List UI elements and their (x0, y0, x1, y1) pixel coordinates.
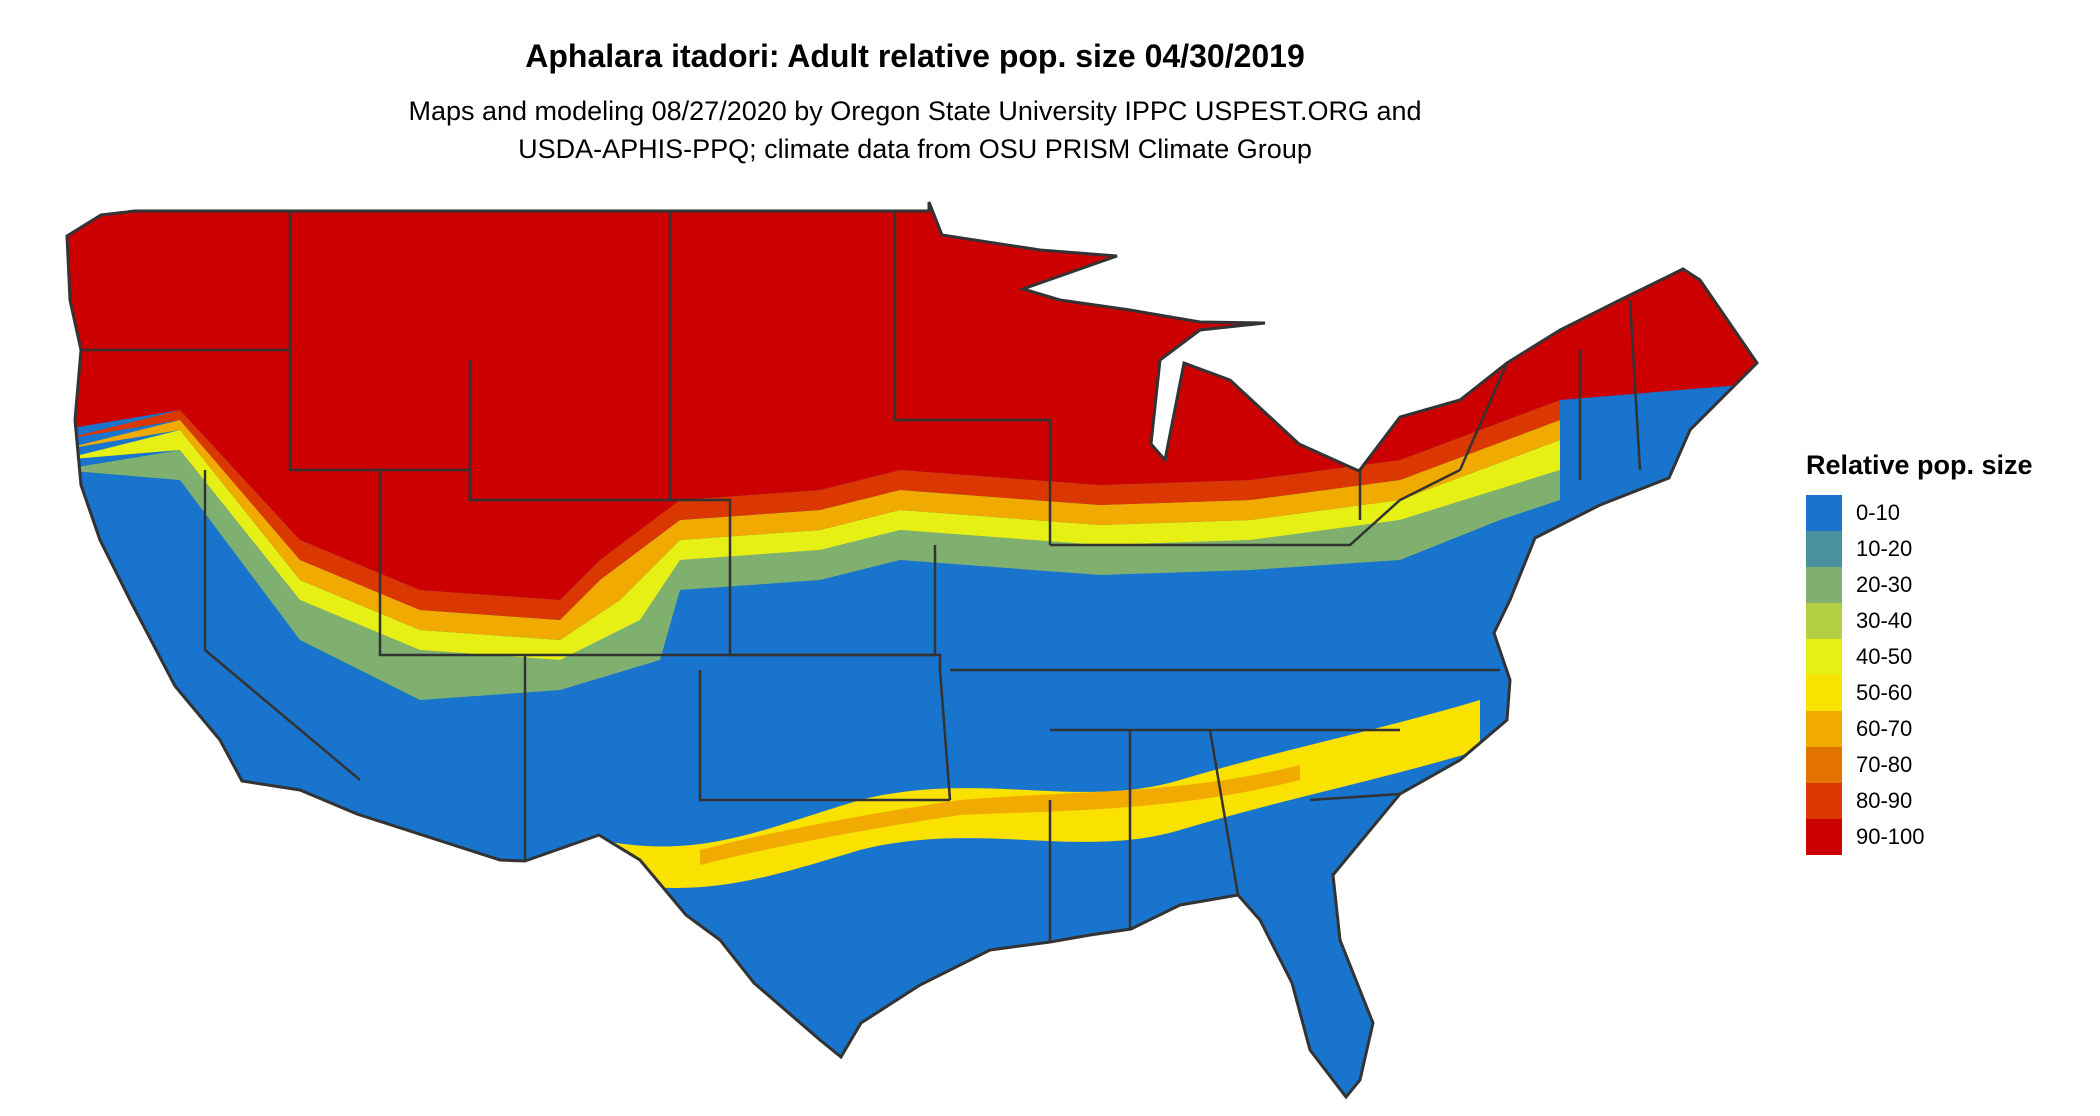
legend-item: 10-20 (1806, 531, 2033, 567)
zone-50-60-south (600, 700, 1480, 889)
legend-item: 70-80 (1806, 747, 2033, 783)
legend-label: 10-20 (1856, 536, 1913, 561)
legend-swatch (1806, 819, 1842, 855)
legend-swatch (1806, 531, 1842, 567)
legend-label: 90-100 (1856, 824, 1925, 849)
zone-40-50 (67, 430, 1560, 660)
legend-swatch (1806, 747, 1842, 783)
legend: Relative pop. size 0-10 10-20 20-30 30-40 40… (1806, 450, 2033, 855)
legend-swatch (1806, 639, 1842, 675)
zone-20-30 (67, 450, 1560, 700)
legend-item: 20-30 (1806, 567, 2033, 603)
legend-swatch (1806, 711, 1842, 747)
state-borders (81, 211, 1642, 942)
legend-swatch (1806, 495, 1842, 531)
legend-label: 40-50 (1856, 644, 1913, 669)
zone-60-70 (67, 420, 1560, 640)
legend-swatch (1806, 603, 1842, 639)
zone-80-90 (67, 400, 1560, 620)
legend-label: 60-70 (1856, 716, 1913, 741)
legend-swatch (1806, 675, 1842, 711)
map-subtitle: Maps and modeling 08/27/2020 by Oregon S… (0, 92, 1830, 168)
legend-item: 80-90 (1806, 783, 2033, 819)
legend-label: 50-60 (1856, 680, 1913, 705)
legend-label: 20-30 (1856, 572, 1913, 597)
legend-item: 30-40 (1806, 603, 2033, 639)
legend-item: 40-50 (1806, 639, 2033, 675)
legend-swatch (1806, 567, 1842, 603)
legend-label: 0-10 (1856, 500, 1901, 525)
legend-swatch (1806, 783, 1842, 819)
legend-item: 60-70 (1806, 711, 2033, 747)
zone-60-70-south (700, 765, 1300, 865)
legend-item: 0-10 (1806, 495, 2033, 531)
legend-label: 70-80 (1856, 752, 1913, 777)
subtitle-line-1: Maps and modeling 08/27/2020 by Oregon S… (408, 96, 1422, 126)
legend-label: 80-90 (1856, 788, 1913, 813)
legend-title: Relative pop. size (1806, 450, 2033, 480)
subtitle-line-2: USDA-APHIS-PPQ; climate data from OSU PR… (518, 134, 1312, 164)
legend-label: 30-40 (1856, 608, 1913, 633)
legend-item: 90-100 (1806, 819, 2033, 855)
legend-item: 50-60 (1806, 675, 2033, 711)
map-title: Aphalara itadori: Adult relative pop. si… (525, 38, 1305, 74)
